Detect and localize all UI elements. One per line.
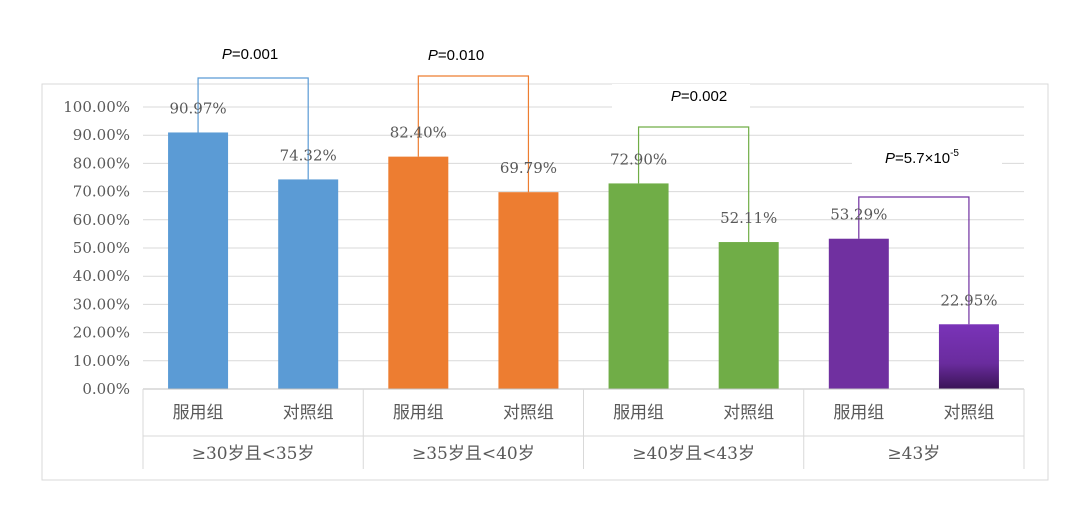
y-tick-label: 20.00% — [73, 324, 130, 342]
data-label: 22.95% — [940, 291, 997, 309]
bar — [718, 242, 779, 389]
p-value-symbol: P — [222, 46, 232, 63]
y-tick-label: 30.00% — [73, 295, 130, 313]
bar — [388, 156, 449, 389]
bar — [498, 192, 559, 389]
bars — [168, 132, 999, 389]
x-category-label: 对照组 — [283, 403, 334, 423]
significance-bracket — [417, 75, 530, 193]
data-label: 90.97% — [169, 99, 226, 117]
bar — [168, 132, 229, 389]
y-tick-label: 90.00% — [73, 126, 130, 144]
p-value-symbol: P — [671, 88, 681, 105]
p-value-symbol: P — [428, 47, 438, 64]
p-value-number: =0.002 — [681, 88, 727, 105]
x-group-label: ≥35岁且<40岁 — [412, 444, 535, 464]
y-tick-label: 60.00% — [73, 211, 130, 229]
p-value-box — [852, 140, 1002, 178]
data-label: 53.29% — [830, 206, 887, 224]
bar — [278, 179, 339, 389]
p-value-exponent: -5 — [950, 148, 959, 159]
data-label: 82.40% — [390, 124, 447, 142]
p-value-number: =0.010 — [438, 47, 484, 64]
p-value-label: P=5.7×10-5 — [885, 148, 959, 167]
data-label: 72.90% — [610, 150, 667, 168]
x-category-label: 对照组 — [723, 403, 774, 423]
p-value-label: P=0.002 — [671, 88, 727, 105]
p-value-number: =0.001 — [232, 46, 278, 63]
p-value-symbol: P — [885, 150, 895, 167]
x-category-label: 服用组 — [613, 403, 664, 423]
significance-bracket — [858, 196, 970, 325]
bar — [938, 324, 999, 389]
bar — [828, 238, 889, 389]
p-value-label: P=0.010 — [428, 47, 484, 64]
data-label: 69.79% — [500, 159, 557, 177]
data-labels: 90.97% 74.32% 82.40% 69.79% 72.90% 52.11% 53.2… — [169, 99, 997, 309]
y-axis-tick-labels: 0.00% 10.00% 20.00% 30.00% 40.00% 50.00% 60.00… — [63, 98, 130, 398]
p-value-number: =5.7×10 — [895, 150, 950, 167]
y-tick-label: 80.00% — [73, 154, 130, 172]
y-tick-label: 70.00% — [73, 183, 130, 201]
x-category-label: 服用组 — [173, 403, 224, 423]
p-value-label: P=0.001 — [222, 46, 278, 63]
y-tick-label: 50.00% — [73, 239, 130, 257]
y-tick-label: 40.00% — [73, 267, 130, 285]
bar — [608, 183, 669, 389]
x-category-label: 服用组 — [393, 403, 444, 423]
data-label: 74.32% — [280, 146, 337, 164]
significance-bracket — [637, 126, 750, 243]
x-group-label: ≥30岁且<35岁 — [192, 444, 315, 464]
x-category-label: 对照组 — [503, 403, 554, 423]
x-category-label: 对照组 — [943, 403, 994, 423]
x-axis: 服用组 对照组 ≥30岁且<35岁 服用组 对照组 ≥35岁且<40岁 服用组 对照组 ≥40岁… — [142, 388, 1025, 469]
x-category-label: 服用组 — [833, 403, 884, 423]
significance-bracket — [197, 77, 309, 180]
p-value-box — [612, 84, 750, 116]
y-tick-label: 100.00% — [63, 98, 130, 116]
x-group-label: ≥43岁 — [887, 444, 940, 464]
data-label: 52.11% — [720, 209, 777, 227]
y-tick-label: 10.00% — [73, 352, 130, 370]
y-tick-label: 0.00% — [82, 380, 130, 398]
x-group-label: ≥40岁且<43岁 — [632, 444, 755, 464]
